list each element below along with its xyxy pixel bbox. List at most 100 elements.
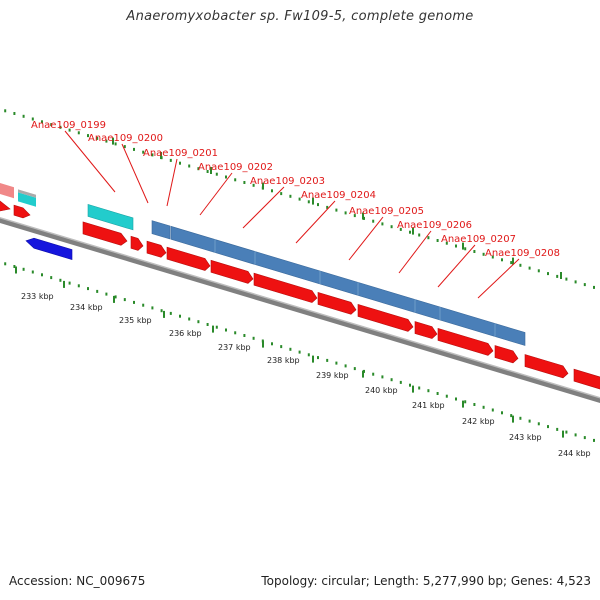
tick-dot xyxy=(335,208,338,212)
tick-label: 242 kbp xyxy=(462,417,495,426)
tick-dot xyxy=(565,430,568,434)
tick-dot xyxy=(399,380,402,384)
rna-feature xyxy=(18,189,36,198)
tick-dot xyxy=(87,134,89,138)
tick-dot xyxy=(271,342,273,346)
tick-dot xyxy=(317,356,319,360)
tick-dot xyxy=(381,222,384,226)
tick-label: 234 kbp xyxy=(70,303,103,312)
tick-dot xyxy=(583,283,586,287)
features xyxy=(0,182,600,390)
label-leader xyxy=(199,172,233,216)
tick-dot xyxy=(169,311,172,315)
tick-dot xyxy=(556,427,559,431)
tick-dot xyxy=(353,214,356,218)
gene-label: Anae109_0201 xyxy=(143,148,218,159)
tick-dot xyxy=(59,278,62,282)
tick-label: 240 kbp xyxy=(365,386,398,395)
major-tick xyxy=(15,266,17,274)
tick-dot xyxy=(491,255,494,259)
forward-gene xyxy=(130,235,144,251)
accession-text: Accession: NC_009675 xyxy=(9,574,146,588)
tick-dot xyxy=(289,347,292,351)
tick-dot xyxy=(13,265,16,268)
tick-dot xyxy=(464,400,467,404)
tick-dot xyxy=(510,414,513,418)
tick-dot xyxy=(4,262,7,266)
tick-dot xyxy=(188,317,191,321)
label-leader xyxy=(121,143,149,204)
tick-dot xyxy=(473,403,476,406)
tick-dot xyxy=(105,139,108,143)
tick-dot xyxy=(22,114,25,118)
tick-dot xyxy=(123,298,126,302)
tick-dot xyxy=(372,372,375,376)
forward-gene xyxy=(82,221,128,246)
major-tick xyxy=(412,385,414,393)
tick-dot xyxy=(41,273,43,277)
tick-label: 233 kbp xyxy=(21,292,54,301)
tick-dot xyxy=(31,270,34,274)
tick-dot xyxy=(565,277,568,281)
tick-labels: 233 kbp 234 kbp 235 kbp 236 kbp 237 kbp 238 k… xyxy=(21,292,591,458)
rna-feature xyxy=(87,203,134,231)
tick-dot xyxy=(298,350,301,354)
tick-dot xyxy=(427,389,430,393)
tick-dot xyxy=(381,375,384,379)
tick-dot xyxy=(574,433,577,437)
tick-dot xyxy=(179,314,181,318)
map-title: Anaeromyxobacter sp. Fw109-5, complete g… xyxy=(126,9,474,24)
gene-labels: Anae109_0199 Anae109_0200 Anae109_0201 Anae… xyxy=(31,120,560,259)
tick-label: 243 kbp xyxy=(509,433,542,442)
tick-dot xyxy=(537,269,540,273)
tick-dot xyxy=(77,131,80,135)
tick-dot xyxy=(372,219,375,223)
tick-dot xyxy=(50,123,53,127)
tick-dot xyxy=(390,378,393,382)
tick-dot xyxy=(243,334,246,337)
tick-dot xyxy=(123,145,126,149)
tick-dot xyxy=(528,266,531,270)
forward-gene xyxy=(414,321,438,339)
tick-dot xyxy=(22,267,25,271)
tick-dot xyxy=(169,158,172,162)
major-tick xyxy=(512,257,514,265)
gene-label: Anae109_0203 xyxy=(250,176,325,187)
backbone xyxy=(0,217,600,403)
tick-dot xyxy=(4,109,7,113)
major-tick xyxy=(560,272,562,279)
tick-dot xyxy=(31,117,34,121)
forward-gene xyxy=(573,368,600,390)
operon-block xyxy=(151,220,171,240)
forward-gene xyxy=(0,200,11,212)
tick-dot xyxy=(537,422,540,426)
tick-dot xyxy=(179,161,181,165)
label-leaders xyxy=(64,130,520,299)
tick-dot xyxy=(317,203,319,207)
tick-label: 244 kbp xyxy=(558,449,591,458)
tick-label: 238 kbp xyxy=(267,356,300,365)
label-leader xyxy=(437,244,476,288)
tick-dot xyxy=(206,323,209,326)
major-tick xyxy=(562,430,564,438)
label-leader xyxy=(295,200,336,244)
major-tick xyxy=(362,212,364,220)
tick-dot xyxy=(234,331,237,335)
label-leader xyxy=(166,158,178,207)
major-tick xyxy=(312,197,314,205)
tick-dot xyxy=(206,170,209,173)
gene-label: Anae109_0199 xyxy=(31,120,106,131)
forward-gene xyxy=(317,291,357,315)
tick-dot xyxy=(436,392,439,395)
forward-gene xyxy=(166,246,211,271)
tick-dot xyxy=(307,353,310,357)
tick-label: 236 kbp xyxy=(169,329,202,338)
major-tick xyxy=(163,310,165,318)
tick-dot xyxy=(280,192,283,196)
tick-dot xyxy=(390,225,393,229)
tick-dot xyxy=(501,258,503,262)
tick-dot xyxy=(519,263,522,267)
tick-dot xyxy=(59,125,62,129)
major-tick xyxy=(512,415,514,423)
